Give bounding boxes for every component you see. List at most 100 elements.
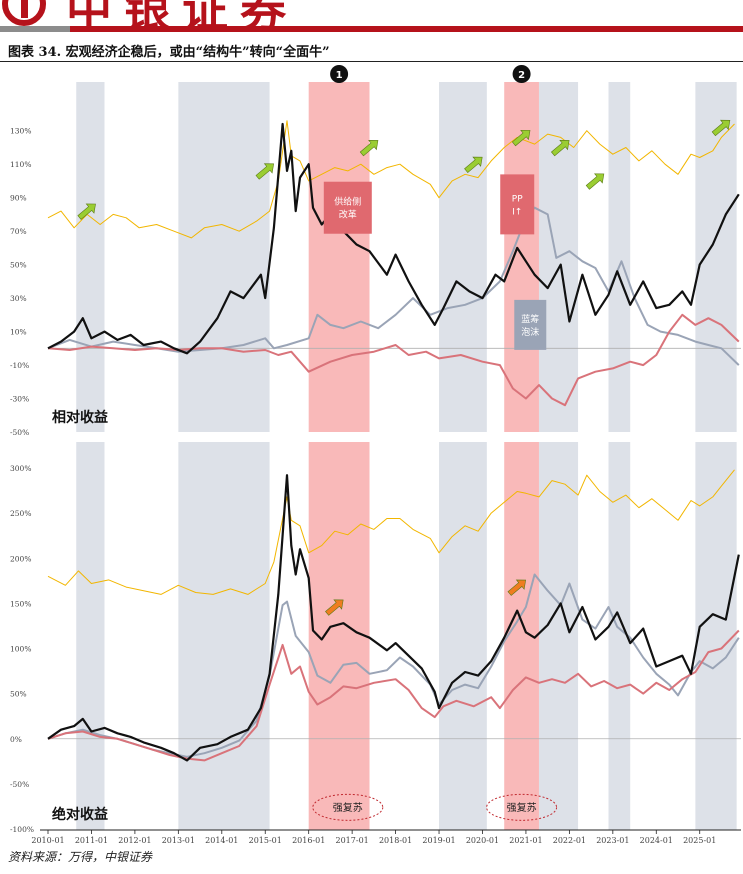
y-tick-0-5: 30% <box>10 294 27 303</box>
source-note: 资料来源：万得，中银证券 <box>8 850 153 864</box>
supply-reform-box <box>323 181 372 234</box>
axes: 130% 110% 90% 70% 50% 30% 10% -10% -30% -50% 相对收益 3… <box>10 127 741 845</box>
x-tick-label: 2018-01 <box>379 836 412 845</box>
green-arrow-icon-0 <box>77 203 96 220</box>
y-tick-0-2: 90% <box>10 194 27 203</box>
caption-rule <box>0 61 743 62</box>
y-tick-0-0: 130% <box>10 127 31 136</box>
shaded-periods <box>76 82 737 830</box>
header-grey-rule <box>0 26 70 32</box>
y-tick-1-7: -50% <box>10 780 29 789</box>
panel-title-0: 相对收益 <box>52 409 108 426</box>
grey-band-1-5 <box>695 442 737 830</box>
y-tick-1-6: 0% <box>10 735 22 744</box>
marker-label-2: 2 <box>518 70 525 81</box>
header-red-rule <box>0 26 743 32</box>
supply-reform-text: 供给侧 <box>334 196 361 208</box>
report-header: 中银证券 <box>0 0 743 38</box>
orange-arrow-icon-1 <box>507 579 527 596</box>
x-tick-label: 2017-01 <box>336 836 369 845</box>
grey-band-1-3 <box>538 442 579 830</box>
green-arrow-icon-3-shape <box>464 156 483 173</box>
bluechip-text: 蓝筹 <box>521 313 539 325</box>
series-rose-1 <box>47 629 740 762</box>
green-arrow-icon-0-shape <box>77 203 96 220</box>
brand-logo-icon <box>2 0 46 26</box>
ppi-box <box>500 174 535 235</box>
grey-band-1-2 <box>439 442 487 830</box>
green-arrow-icon-6-shape <box>585 173 605 190</box>
brand-name: 中银证券 <box>66 0 298 37</box>
x-tick-label: 2012-01 <box>118 836 151 845</box>
x-tick-label: 2023-01 <box>596 836 629 845</box>
y-tick-1-8: -100% <box>10 825 34 834</box>
x-tick-label: 2014-01 <box>205 836 238 845</box>
green-arrow-icon-5-shape <box>550 139 570 157</box>
x-tick-label: 2020-01 <box>466 836 499 845</box>
supply-reform-text: 改革 <box>339 209 357 221</box>
series-lines <box>47 120 740 762</box>
x-tick-label: 2010-01 <box>31 836 64 845</box>
ppi-text: PP <box>512 194 523 204</box>
panel-title-1: 绝对收益 <box>52 806 108 823</box>
series-steel-0 <box>47 206 740 366</box>
series-black-1 <box>47 474 740 762</box>
grey-band-0-4 <box>608 82 631 432</box>
ellipse2-text: 强复苏 <box>507 801 537 814</box>
x-tick-label: 2022-01 <box>553 836 586 845</box>
grey-band-0-2 <box>439 82 487 432</box>
y-tick-0-7: -10% <box>10 361 29 370</box>
grey-band-1-0 <box>76 442 105 830</box>
green-arrow-icon-1 <box>255 163 275 180</box>
pink-band-0-0 <box>308 82 370 432</box>
y-tick-1-4: 100% <box>10 645 31 654</box>
orange-arrow-icon-1-shape <box>507 579 527 596</box>
series-gold-1 <box>47 469 735 595</box>
bluechip-text: 泡沫 <box>521 326 539 338</box>
marker-label-1: 1 <box>336 70 343 81</box>
orange-arrow-icon-0-shape <box>325 599 344 616</box>
y-tick-1-2: 200% <box>10 554 31 563</box>
marker-circle-1 <box>330 65 349 83</box>
marker-circle-2 <box>512 65 531 83</box>
series-steel-1 <box>47 573 740 758</box>
green-arrow-icon-4 <box>511 129 531 147</box>
grey-band-0-0 <box>76 82 105 432</box>
grey-band-0-1 <box>178 82 270 432</box>
x-tick-label: 2015-01 <box>249 836 282 845</box>
x-tick-label: 2013-01 <box>162 836 195 845</box>
y-tick-1-1: 250% <box>10 509 31 518</box>
green-arrow-icon-2 <box>359 139 379 157</box>
green-arrow-icon-7 <box>711 119 731 137</box>
green-arrow-icon-3 <box>464 156 483 173</box>
x-tick-label: 2019-01 <box>422 836 455 845</box>
green-arrow-icon-1-shape <box>255 163 275 180</box>
green-arrow-icon-7-shape <box>711 119 731 137</box>
x-tick-label: 2025-01 <box>683 836 716 845</box>
green-arrow-icon-4-shape <box>511 129 531 147</box>
bluechip-box <box>514 299 547 350</box>
y-tick-0-3: 70% <box>10 227 27 236</box>
x-tick-label: 2024-01 <box>640 836 673 845</box>
y-tick-0-1: 110% <box>10 160 31 169</box>
y-tick-1-3: 150% <box>10 599 31 608</box>
ellipse1-ellipse <box>312 793 384 821</box>
orange-arrow-icon-0 <box>325 599 344 616</box>
grey-band-1-4 <box>608 442 631 830</box>
x-tick-label: 2016-01 <box>292 836 325 845</box>
ellipse1-text: 强复苏 <box>333 801 363 814</box>
green-arrow-icon-5 <box>550 139 570 157</box>
combined-chart: 130% 110% 90% 70% 50% 30% 1 0% -10% -30% -50% 相对收益 3… <box>10 65 741 845</box>
grey-band-0-5 <box>695 82 737 432</box>
y-tick-0-8: -30% <box>10 395 29 404</box>
y-tick-1-0: 300% <box>10 464 31 473</box>
series-rose-0 <box>47 313 740 407</box>
green-arrow-icon-2-shape <box>359 139 379 157</box>
grey-band-1-1 <box>178 442 270 830</box>
series-black-0 <box>47 122 740 355</box>
series-gold-0 <box>47 120 735 239</box>
ellipse2-ellipse <box>486 793 558 821</box>
y-tick-0-4: 50% <box>10 261 27 270</box>
figure-caption: 图表 34. 宏观经济企稳后，或由“结构牛”转向“全面牛” <box>8 45 330 60</box>
